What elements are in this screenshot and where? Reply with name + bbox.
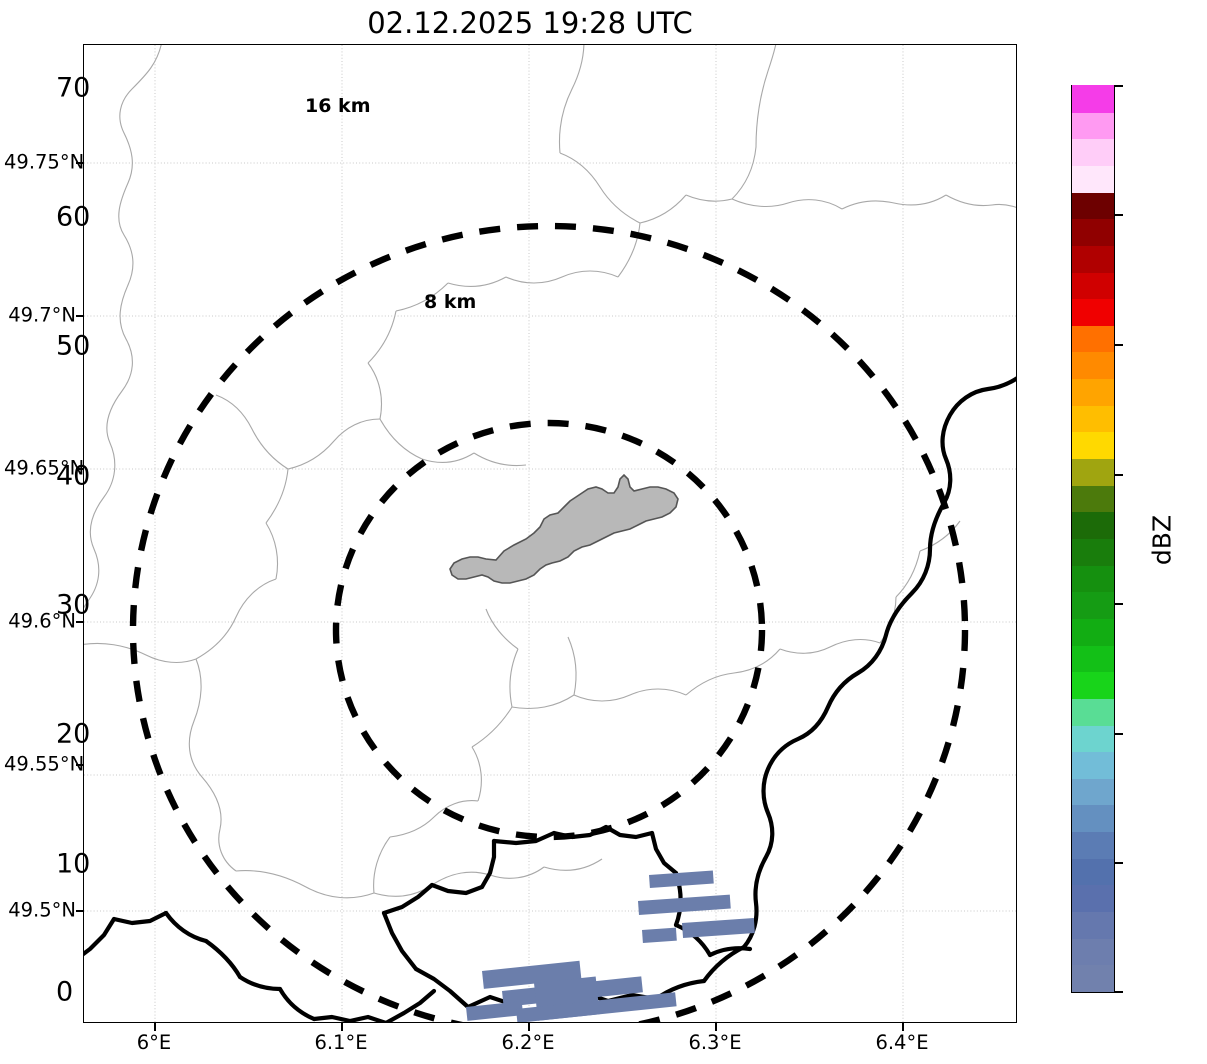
ytick-mark	[76, 764, 84, 766]
xtick-mark	[528, 1023, 530, 1031]
ytick-label-495: 49.5°N	[8, 898, 76, 922]
colorbar-band	[1072, 298, 1114, 326]
page-title: 02.12.2025 19:28 UTC	[367, 6, 693, 40]
colorbar-band	[1072, 85, 1114, 113]
range-ring-16km-label: 16 km	[305, 95, 371, 117]
range-ring-16km	[129, 222, 969, 1022]
colorbar-label-50: 50	[56, 330, 91, 362]
commune-boundaries	[84, 45, 1016, 899]
colorbar-tick	[1114, 733, 1123, 735]
colorbar-band	[1072, 591, 1114, 619]
colorbar-label-10: 10	[56, 848, 91, 880]
colorbar-band	[1072, 192, 1114, 220]
colorbar-band	[1072, 378, 1114, 406]
xtick-label-61: 6.1°E	[314, 1031, 368, 1054]
xtick-mark	[715, 1023, 717, 1031]
colorbar-band	[1072, 565, 1114, 593]
colorbar-band	[1072, 218, 1114, 246]
colorbar-band	[1072, 351, 1114, 380]
colorbar-band	[1072, 724, 1114, 753]
colorbar-band	[1072, 964, 1114, 992]
colorbar-band	[1072, 645, 1114, 673]
ytick-mark	[76, 468, 84, 470]
colorbar-label-70: 70	[56, 72, 91, 104]
xtick-mark	[902, 1023, 904, 1031]
colorbar	[1071, 85, 1115, 993]
colorbar-band	[1072, 698, 1114, 726]
ytick-mark	[76, 162, 84, 164]
colorbar-tick	[1114, 214, 1123, 216]
xtick-label-63: 6.3°E	[688, 1031, 742, 1054]
colorbar-band	[1072, 538, 1114, 566]
colorbar-tick	[1114, 862, 1123, 864]
colorbar-band	[1072, 778, 1114, 806]
colorbar-band	[1072, 804, 1114, 833]
colorbar-band	[1072, 831, 1114, 859]
colorbar-label-0: 0	[56, 976, 74, 1008]
country-border	[84, 376, 1016, 1022]
colorbar-band	[1072, 325, 1114, 353]
colorbar-band	[1072, 431, 1114, 460]
map-canvas	[84, 45, 1016, 1022]
colorbar-tick	[1114, 344, 1123, 346]
xtick-label-64: 6.4°E	[875, 1031, 929, 1054]
colorbar-band	[1072, 245, 1114, 273]
colorbar-band	[1072, 858, 1114, 886]
ytick-label-4955: 49.55°N	[4, 752, 85, 776]
colorbar-band	[1072, 884, 1114, 913]
range-ring-8km	[332, 419, 766, 841]
colorbar-band	[1072, 271, 1114, 300]
xtick-mark	[154, 1023, 156, 1031]
colorbar-tick	[1114, 603, 1123, 605]
colorbar-band	[1072, 165, 1114, 193]
ytick-label-4965: 49.65°N	[4, 456, 85, 480]
colorbar-band	[1072, 671, 1114, 699]
colorbar-band	[1072, 458, 1114, 486]
colorbar-label-30: 30	[56, 589, 91, 621]
xtick-label-62: 6.2°E	[501, 1031, 555, 1054]
ytick-label-496: 49.6°N	[8, 609, 76, 633]
ytick-mark	[76, 621, 84, 623]
range-ring-8km-label: 8 km	[424, 291, 477, 313]
colorbar-band	[1072, 618, 1114, 646]
colorbar-tick	[1114, 85, 1123, 87]
colorbar-tick	[1114, 474, 1123, 476]
colorbar-label-40: 40	[56, 460, 91, 492]
colorbar-axis-label: dBZ	[1147, 514, 1177, 566]
range-rings	[129, 222, 969, 1022]
colorbar-band	[1072, 938, 1114, 966]
xtick-label-6: 6°E	[136, 1031, 172, 1054]
colorbar-band	[1072, 911, 1114, 939]
colorbar-band	[1072, 112, 1114, 140]
urban-area-polygon	[449, 473, 679, 584]
radar-echo-blocks	[466, 870, 755, 1022]
colorbar-band	[1072, 511, 1114, 539]
colorbar-label-60: 60	[56, 201, 91, 233]
colorbar-band	[1072, 138, 1114, 166]
ytick-mark	[76, 315, 84, 317]
colorbar-tick	[1114, 991, 1123, 993]
ytick-label-497: 49.7°N	[8, 303, 76, 327]
radar-map-plot	[83, 44, 1017, 1023]
ytick-mark	[76, 910, 84, 912]
colorbar-label-20: 20	[56, 718, 91, 750]
ytick-label-4975: 49.75°N	[4, 150, 85, 174]
colorbar-band	[1072, 751, 1114, 779]
colorbar-band	[1072, 405, 1114, 433]
xtick-mark	[341, 1023, 343, 1031]
map-gridlines	[84, 45, 1016, 1022]
colorbar-band	[1072, 485, 1114, 513]
